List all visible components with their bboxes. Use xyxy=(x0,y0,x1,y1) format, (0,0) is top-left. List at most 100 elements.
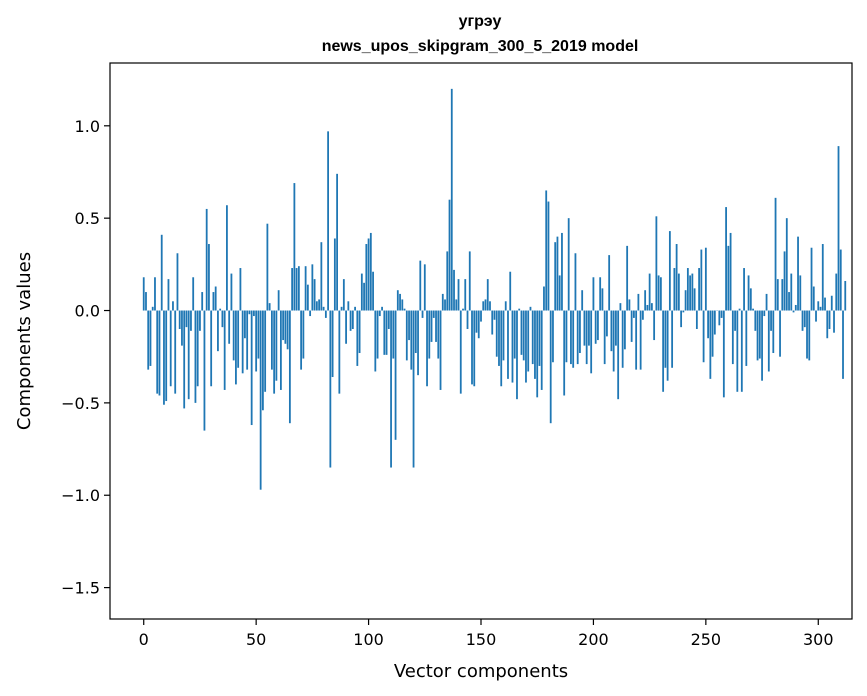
bar-component-241 xyxy=(684,290,687,311)
bar-component-69 xyxy=(297,266,300,311)
bar-component-242 xyxy=(686,268,689,311)
bar-component-29 xyxy=(208,244,210,311)
bar-component-42 xyxy=(237,310,240,368)
bar-component-22 xyxy=(192,277,195,311)
bar-component-284 xyxy=(781,279,784,311)
bar-component-4 xyxy=(151,306,154,311)
bar-component-271 xyxy=(752,308,754,311)
bar-component-246 xyxy=(695,310,698,329)
bar-component-64 xyxy=(286,310,289,350)
bar-component-235 xyxy=(671,310,674,368)
bar-component-45 xyxy=(244,310,246,339)
x-axis-ticks: 0 50 100 150 200 250 300 xyxy=(139,619,834,649)
bar-component-71 xyxy=(302,310,305,359)
bar-component-265 xyxy=(738,308,741,311)
bar-component-300 xyxy=(817,301,820,311)
bar-component-63 xyxy=(284,310,287,344)
bar-component-131 xyxy=(437,310,440,359)
bar-component-97 xyxy=(360,273,363,311)
bar-component-287 xyxy=(788,292,790,311)
bar-component-175 xyxy=(536,310,539,398)
bar-component-312 xyxy=(844,280,847,311)
bar-component-19 xyxy=(185,310,188,328)
bar-component-297 xyxy=(810,247,813,311)
y-tick-label: −1.5 xyxy=(61,579,100,598)
bar-component-143 xyxy=(464,279,467,311)
bar-component-193 xyxy=(576,310,579,365)
bar-component-51 xyxy=(257,310,260,359)
plot-frame xyxy=(109,62,853,620)
bar-component-195 xyxy=(581,290,584,311)
bar-component-59 xyxy=(275,310,278,381)
bar-component-264 xyxy=(736,310,739,392)
bar-component-141 xyxy=(459,310,462,394)
bar-component-28 xyxy=(205,208,208,311)
bar-component-65 xyxy=(288,310,291,424)
bar-component-91 xyxy=(347,301,350,311)
bar-component-61 xyxy=(279,310,282,390)
bar-component-54 xyxy=(264,310,267,392)
bar-component-213 xyxy=(621,310,624,368)
bar-component-245 xyxy=(693,288,696,311)
bar-component-256 xyxy=(718,310,721,326)
bar-component-293 xyxy=(801,310,804,331)
bar-component-157 xyxy=(495,310,498,357)
bar-component-303 xyxy=(824,297,826,311)
bar-component-105 xyxy=(378,310,381,317)
bar-component-298 xyxy=(812,286,815,311)
bar-component-6 xyxy=(156,310,159,394)
y-tick-label: 0.5 xyxy=(75,209,100,228)
bar-component-26 xyxy=(201,292,204,311)
bar-component-308 xyxy=(835,273,838,311)
bar-component-20 xyxy=(187,310,190,400)
bar-component-199 xyxy=(590,310,593,374)
bar-component-296 xyxy=(808,310,811,361)
bar-component-142 xyxy=(462,308,464,311)
bar-component-84 xyxy=(331,310,334,378)
bar-component-98 xyxy=(363,282,365,311)
bar-component-168 xyxy=(520,310,523,355)
y-tick-label: −1.0 xyxy=(61,486,100,505)
bar-component-185 xyxy=(558,275,561,311)
bar-component-166 xyxy=(516,310,518,400)
bar-component-254 xyxy=(713,310,716,335)
bar-component-133 xyxy=(441,293,444,311)
bar-component-83 xyxy=(329,310,332,468)
bar-component-279 xyxy=(770,310,772,331)
bar-component-128 xyxy=(430,310,433,342)
bar-component-190 xyxy=(570,310,572,365)
bar-component-236 xyxy=(673,268,676,311)
bar-component-30 xyxy=(210,310,213,387)
bar-component-192 xyxy=(574,253,577,311)
bar-component-304 xyxy=(826,310,829,339)
bar-component-72 xyxy=(304,266,307,311)
bar-component-154 xyxy=(489,301,491,311)
bar-component-223 xyxy=(644,290,647,311)
bar-component-102 xyxy=(372,271,374,311)
bar-component-162 xyxy=(507,310,509,379)
bar-component-40 xyxy=(232,310,235,361)
bar-component-32 xyxy=(214,286,217,311)
bar-component-129 xyxy=(432,310,435,318)
bar-component-244 xyxy=(691,273,694,311)
bar-component-309 xyxy=(837,146,840,311)
bar-component-198 xyxy=(588,310,590,346)
bar-component-310 xyxy=(839,249,842,311)
bar-component-31 xyxy=(212,292,215,311)
chart-title-model: news_upos_skipgram_300_5_2019 model xyxy=(322,38,639,55)
bar-component-163 xyxy=(509,271,512,311)
bar-component-47 xyxy=(248,310,251,315)
bar-component-9 xyxy=(163,310,165,405)
bar-component-49 xyxy=(253,310,255,317)
bar-component-197 xyxy=(585,310,588,365)
y-tick-label: −0.5 xyxy=(61,394,100,413)
bar-component-56 xyxy=(268,303,271,311)
bar-component-151 xyxy=(482,301,485,311)
bar-component-184 xyxy=(556,236,559,311)
bar-component-180 xyxy=(547,201,550,311)
bar-component-169 xyxy=(522,310,525,361)
bar-component-118 xyxy=(408,310,410,341)
bar-component-138 xyxy=(453,269,455,311)
bar-component-130 xyxy=(435,310,437,342)
bar-component-35 xyxy=(221,310,224,328)
